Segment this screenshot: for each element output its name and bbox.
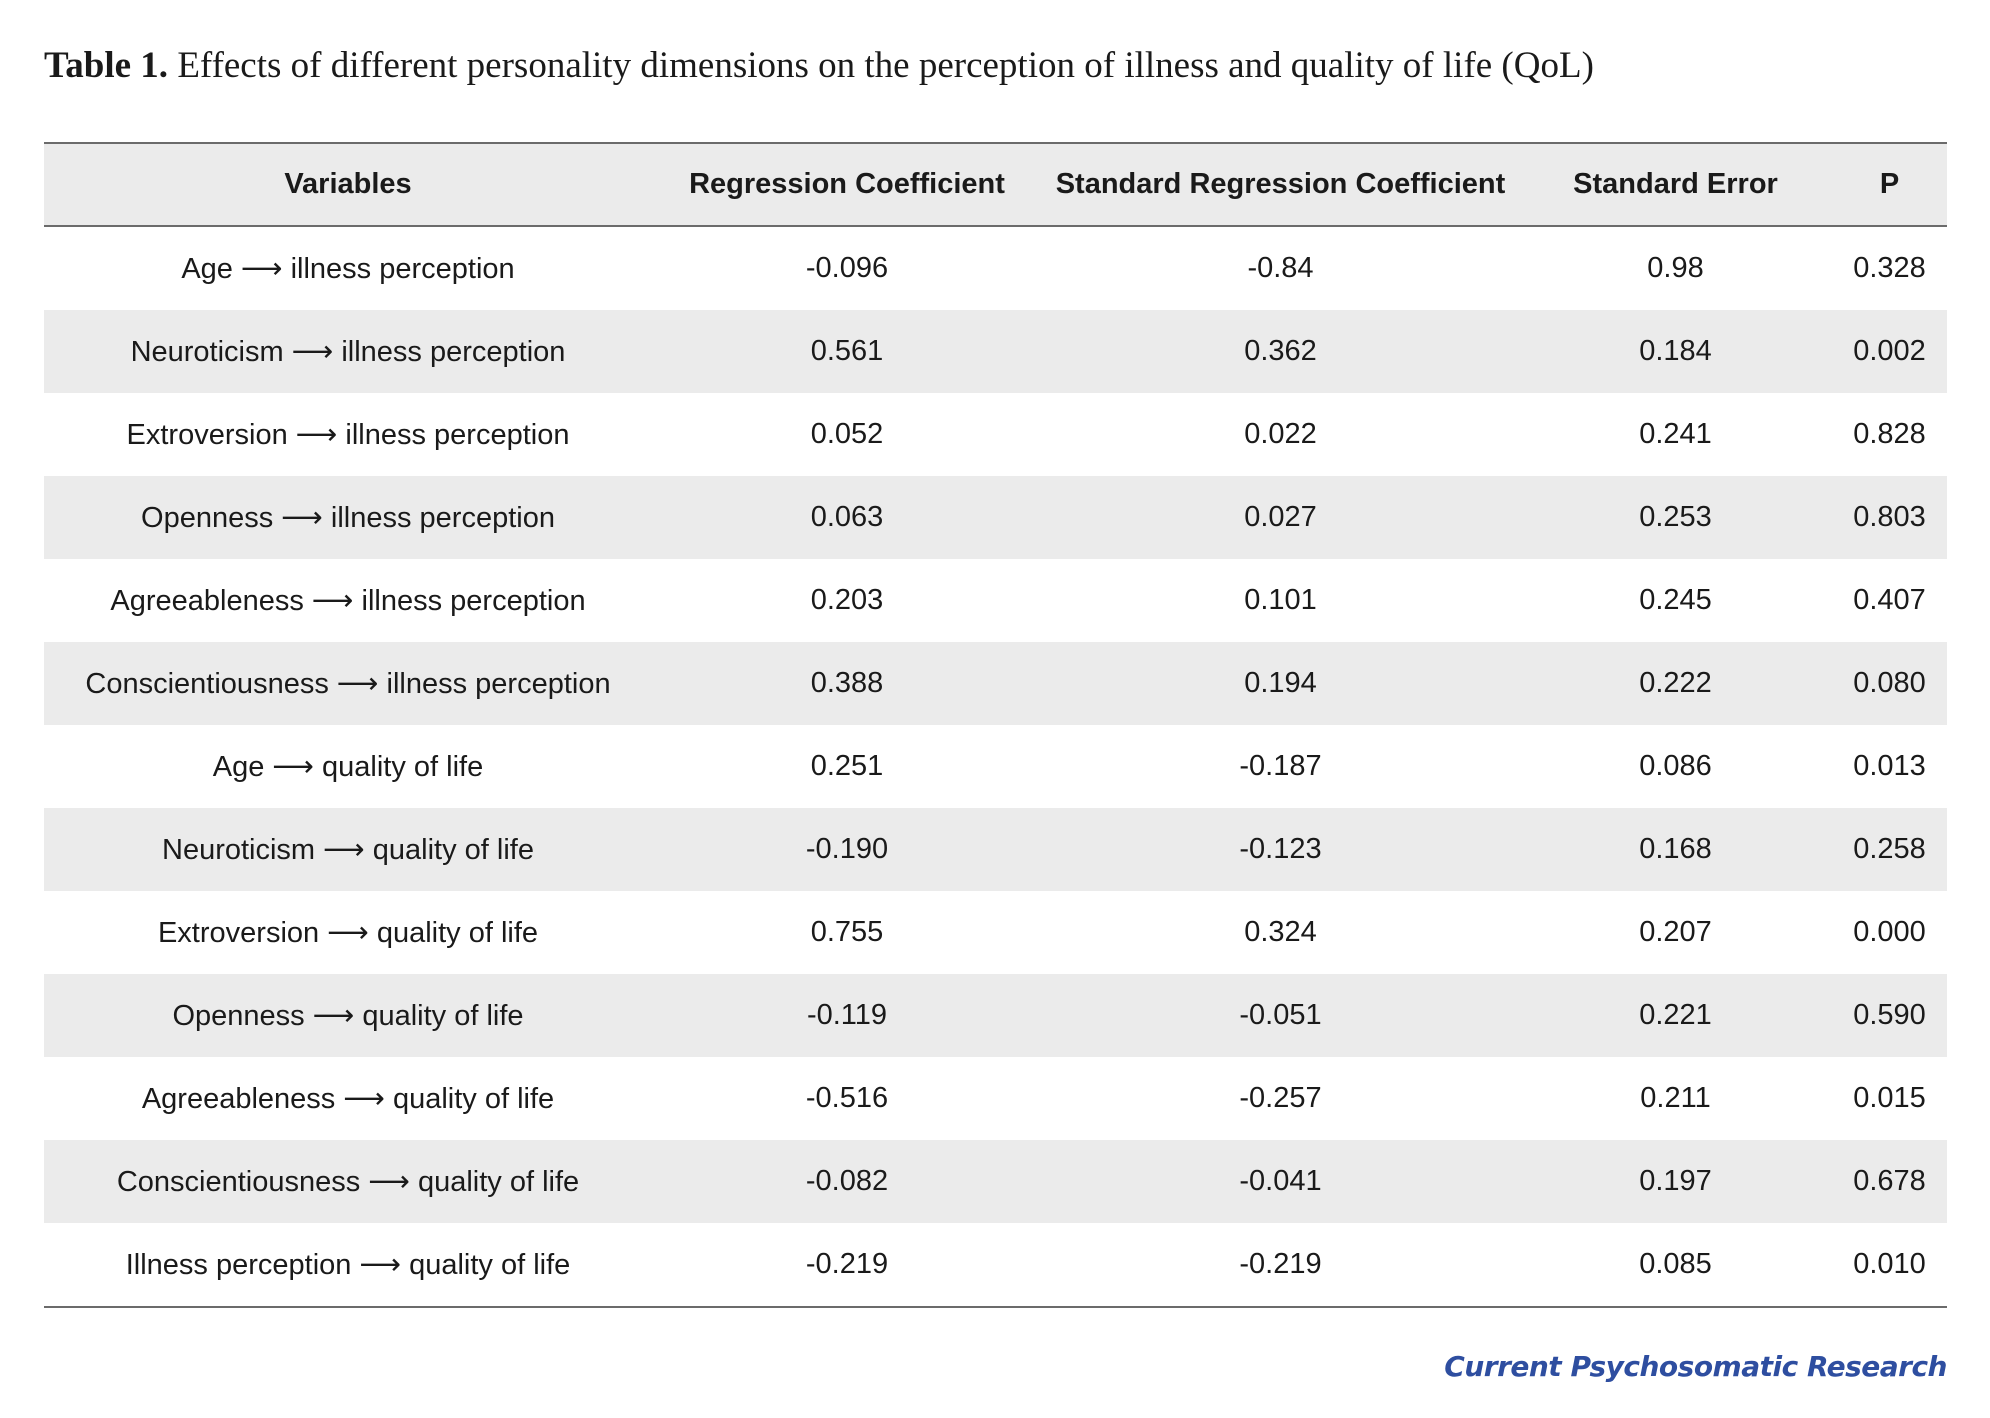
standard-error-cell: 0.221 (1639, 999, 1712, 1031)
standard-regression-coefficient-cell: -0.187 (1239, 750, 1322, 782)
standard-regression-coefficient-cell: -0.051 (1239, 999, 1322, 1031)
variable-cell: Extroversion ⟶ illness perception (126, 419, 570, 451)
standard-regression-coefficient-cell: -0.257 (1239, 1082, 1322, 1114)
standard-error-cell: 0.197 (1639, 1165, 1712, 1197)
p-value-cell: 0.590 (1853, 999, 1926, 1031)
standard-error-cell: 0.211 (1640, 1082, 1711, 1114)
standard-error-cell: 0.241 (1639, 418, 1712, 450)
p-value-cell: 0.328 (1853, 252, 1926, 284)
regression-coefficient-cell: -0.516 (805, 1082, 889, 1114)
table-row: Age ⟶ illness perception -0.096 -0.84 0.98 0… (44, 226, 1947, 310)
standard-regression-coefficient-cell: 0.324 (1244, 916, 1317, 948)
table-row: Agreeableness ⟶ quality of life -0.516 -0.… (44, 1057, 1947, 1140)
p-value-cell: 0.000 (1853, 916, 1926, 948)
variable-cell: Age ⟶ quality of life (212, 751, 484, 783)
regression-coefficient-cell: 0.755 (810, 916, 884, 948)
standard-regression-coefficient-cell: -0.84 (1247, 252, 1314, 284)
regression-coefficient-cell: 0.063 (810, 501, 884, 533)
standard-error-cell: 0.98 (1647, 252, 1704, 284)
variable-cell: Conscientiousness ⟶ illness perception (85, 668, 611, 700)
table-body: Age ⟶ illness perception -0.096 -0.84 0.98 0… (44, 226, 1947, 1307)
table-title: Effects of different personality dimensi… (177, 45, 1594, 86)
p-value-cell: 0.678 (1853, 1165, 1926, 1197)
table-row: Extroversion ⟶ quality of life 0.755 0.324… (44, 891, 1947, 974)
regression-coefficient-cell: 0.052 (810, 418, 884, 450)
regression-coefficient-cell: -0.082 (805, 1165, 889, 1197)
regression-coefficient-cell: -0.190 (805, 833, 889, 865)
variable-cell: Agreeableness ⟶ illness perception (110, 585, 586, 617)
standard-error-cell: 0.245 (1639, 584, 1712, 616)
table-row: Extroversion ⟶ illness perception 0.052 0.… (44, 393, 1947, 476)
p-value-cell: 0.010 (1853, 1248, 1926, 1280)
table-row: Agreeableness ⟶ illness perception 0.203 0… (44, 559, 1947, 642)
regression-coefficient-cell: -0.219 (805, 1248, 889, 1280)
p-value-cell: 0.013 (1853, 750, 1926, 782)
standard-regression-coefficient-cell: -0.123 (1239, 833, 1322, 865)
variable-cell: Neuroticism ⟶ illness perception (130, 336, 566, 368)
standard-error-cell: 0.168 (1639, 833, 1712, 865)
table-row: Age ⟶ quality of life 0.251 -0.187 0.086 0.0… (44, 725, 1947, 808)
p-value-cell: 0.828 (1853, 418, 1926, 450)
standard-error-cell: 0.184 (1639, 335, 1712, 367)
variable-cell: Illness perception ⟶ quality of life (125, 1249, 571, 1281)
variable-cell: Extroversion ⟶ quality of life (157, 917, 539, 949)
table-row: Neuroticism ⟶ illness perception 0.561 0.3… (44, 310, 1947, 393)
table-row: Conscientiousness ⟶ illness perception 0.… (44, 642, 1947, 725)
variable-cell: Openness ⟶ quality of life (172, 1000, 524, 1032)
p-value-cell: 0.002 (1853, 335, 1926, 367)
table-row: Neuroticism ⟶ quality of life -0.190 -0.12… (44, 808, 1947, 891)
standard-regression-coefficient-cell: 0.027 (1244, 501, 1317, 533)
p-value-cell: 0.080 (1853, 667, 1926, 699)
table-row: Conscientiousness ⟶ quality of life -0.08… (44, 1140, 1947, 1223)
regression-coefficient-cell: -0.119 (806, 999, 888, 1031)
variable-cell: Conscientiousness ⟶ quality of life (116, 1166, 580, 1198)
header-p: P (1879, 168, 1900, 200)
header-standard-regression-coefficient: Standard Regression Coefficient (1055, 168, 1506, 200)
table-caption: Table 1. Effects of different personalit… (44, 44, 1594, 87)
header-standard-error: Standard Error (1573, 168, 1778, 200)
regression-coefficient-cell: 0.561 (810, 335, 884, 367)
variable-cell: Neuroticism ⟶ quality of life (162, 834, 534, 866)
regression-coefficient-cell: 0.251 (810, 750, 884, 782)
table-number: Table 1. (44, 45, 169, 86)
standard-error-cell: 0.222 (1639, 667, 1712, 699)
regression-coefficient-cell: -0.096 (805, 252, 889, 284)
table-row: Openness ⟶ quality of life -0.119 -0.051 0.… (44, 974, 1947, 1057)
p-value-cell: 0.407 (1853, 584, 1926, 616)
standard-error-cell: 0.086 (1639, 750, 1712, 782)
variable-cell: Agreeableness ⟶ quality of life (141, 1083, 555, 1115)
regression-table-container: Variables Regression Coefficient Standar… (44, 142, 1947, 1308)
table-row: Illness perception ⟶ quality of life -0.2… (44, 1223, 1947, 1307)
standard-error-cell: 0.253 (1639, 501, 1712, 533)
standard-regression-coefficient-cell: 0.101 (1244, 584, 1317, 616)
table-row: Openness ⟶ illness perception 0.063 0.027 0… (44, 476, 1947, 559)
standard-regression-coefficient-cell: 0.194 (1244, 667, 1317, 699)
standard-regression-coefficient-cell: 0.362 (1244, 335, 1317, 367)
regression-coefficient-cell: 0.203 (810, 584, 884, 616)
standard-regression-coefficient-cell: 0.022 (1244, 418, 1317, 450)
standard-regression-coefficient-cell: -0.041 (1239, 1165, 1322, 1197)
p-value-cell: 0.258 (1853, 833, 1926, 865)
standard-regression-coefficient-cell: -0.219 (1239, 1248, 1322, 1280)
variable-cell: Age ⟶ illness perception (181, 253, 515, 285)
regression-coefficient-cell: 0.388 (810, 667, 884, 699)
regression-table: Variables Regression Coefficient Standar… (44, 142, 1947, 1308)
header-regression-coefficient: Regression Coefficient (689, 168, 1005, 200)
table-header-row: Variables Regression Coefficient Standar… (44, 143, 1947, 226)
standard-error-cell: 0.207 (1639, 916, 1712, 948)
standard-error-cell: 0.085 (1639, 1248, 1712, 1280)
journal-name: Current Psychosomatic Research (1444, 1350, 1947, 1383)
header-variables: Variables (284, 168, 412, 200)
p-value-cell: 0.015 (1853, 1082, 1926, 1114)
variable-cell: Openness ⟶ illness perception (141, 502, 555, 534)
p-value-cell: 0.803 (1853, 501, 1926, 533)
